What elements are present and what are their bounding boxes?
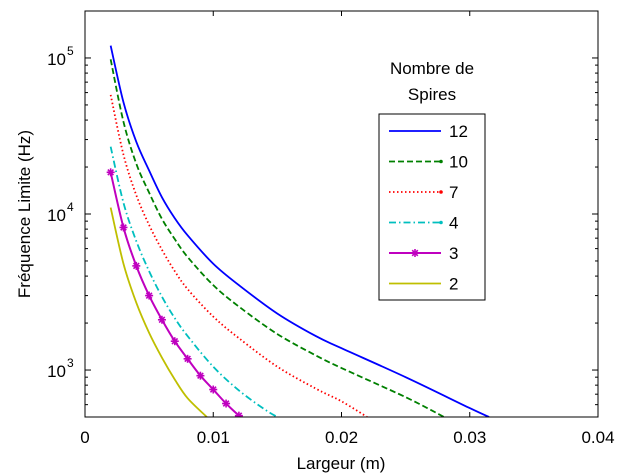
series-marker-star xyxy=(222,399,231,408)
y-tick-label-exp: 3 xyxy=(67,356,74,370)
y-tick-label-exp: 5 xyxy=(67,44,74,58)
series-marker xyxy=(439,159,443,164)
series-marker-star xyxy=(183,354,192,363)
x-tick-label: 0.04 xyxy=(581,428,614,447)
series-marker xyxy=(439,220,443,225)
x-tick-label: 0 xyxy=(80,428,89,447)
x-tick-label: 0.03 xyxy=(453,428,486,447)
legend-label-12: 12 xyxy=(449,122,468,141)
series-marker-star xyxy=(106,168,115,177)
legend-entries: 12 10 7 4 3 2 xyxy=(389,122,468,294)
y-tick-label-base: 10 xyxy=(47,362,66,381)
series-marker-star xyxy=(411,249,419,257)
series-line-10 xyxy=(109,59,445,417)
plot-area xyxy=(85,11,598,417)
legend-label-7: 7 xyxy=(449,183,458,202)
legend-label-10: 10 xyxy=(449,153,468,172)
legend-label-4: 4 xyxy=(449,214,458,233)
y-tick-label-base: 10 xyxy=(47,206,66,225)
series-marker-star xyxy=(234,411,243,417)
x-axis-label: Largeur (m) xyxy=(297,454,386,473)
x-tick-label: 0.02 xyxy=(325,428,358,447)
legend-box xyxy=(378,113,486,301)
series-layer xyxy=(106,45,490,417)
series-marker-star xyxy=(157,315,166,324)
y-tick-label-exp: 4 xyxy=(67,200,74,214)
series-marker-star xyxy=(145,291,154,300)
legend-title-line-2: Spires xyxy=(408,85,456,104)
series-marker xyxy=(439,190,443,194)
series-line-4 xyxy=(109,146,278,417)
x-tick-label: 0.01 xyxy=(197,428,230,447)
series-marker-star xyxy=(132,261,141,270)
legend-label-3: 3 xyxy=(449,244,458,263)
series-marker-star xyxy=(170,337,179,346)
series-marker-star xyxy=(196,371,205,380)
series-line-12 xyxy=(109,45,490,417)
y-axis-label: Fréquence Limite (Hz) xyxy=(15,130,34,298)
series-marker-star xyxy=(119,223,128,232)
series-line-2 xyxy=(109,207,208,417)
legend-label-2: 2 xyxy=(449,275,458,294)
legend: Nombre de Spires 12 10 7 4 3 2 xyxy=(378,59,486,301)
y-tick-label-base: 10 xyxy=(47,50,66,69)
series-marker-star xyxy=(209,385,218,394)
legend-title-line-1: Nombre de xyxy=(390,59,474,78)
